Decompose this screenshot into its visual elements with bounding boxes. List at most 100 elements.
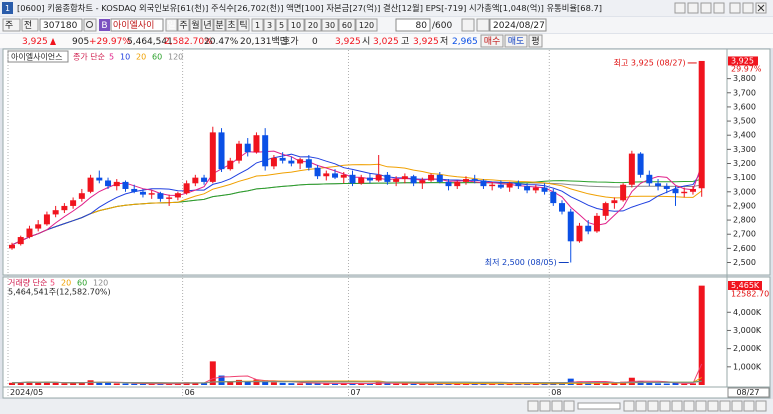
candle-body	[131, 188, 138, 192]
calendar-button[interactable]	[476, 18, 490, 32]
quote-change-pct: +29.97%	[89, 37, 131, 47]
tool-button[interactable]	[695, 400, 707, 412]
period-button[interactable]	[189, 18, 202, 32]
candle-body	[576, 225, 583, 242]
candle-body	[585, 225, 592, 232]
x-tick-label: 2024/05	[10, 388, 43, 397]
candle-body	[366, 177, 373, 181]
ma-legend: 20	[61, 279, 71, 288]
volume-bar	[445, 383, 452, 385]
volume-bar	[227, 381, 234, 385]
tool-button[interactable]	[731, 400, 743, 412]
scroll-track[interactable]	[577, 402, 621, 410]
tool-button[interactable]	[743, 400, 755, 412]
candle-body	[166, 197, 173, 199]
avg-button[interactable]	[528, 34, 543, 48]
control-button[interactable]	[674, 2, 686, 14]
candle-body	[515, 183, 522, 187]
adjust-select[interactable]	[21, 18, 39, 32]
name-input[interactable]	[110, 18, 164, 32]
volume-tag-box	[728, 281, 762, 290]
window-title: [0600] 키움종합차트 - KOSDAQ 외국인보유[61(천)] 주식수[…	[17, 3, 602, 13]
period-button[interactable]	[225, 18, 238, 32]
interval-button[interactable]	[275, 18, 288, 32]
candle-body	[681, 191, 688, 194]
candle-body	[314, 167, 321, 177]
badge-box	[99, 19, 110, 31]
period-button[interactable]	[201, 18, 214, 32]
sell-button[interactable]	[504, 34, 528, 48]
date-input[interactable]	[489, 18, 547, 32]
code-input[interactable]	[39, 18, 83, 32]
y-tick-label: 2,600	[733, 244, 756, 253]
low-label: 저	[440, 36, 448, 47]
scroll-button[interactable]	[551, 400, 563, 412]
volume-bar	[235, 379, 242, 385]
control-button[interactable]	[700, 2, 712, 14]
search-button[interactable]	[83, 18, 97, 32]
pct-tag: 29.97%	[731, 64, 762, 73]
volume-bar	[541, 383, 548, 385]
interval-label: 30	[325, 21, 335, 30]
maximize-button[interactable]	[742, 2, 754, 14]
interval-button[interactable]	[355, 18, 378, 32]
scroll-button[interactable]	[539, 400, 551, 412]
period-label: 초	[227, 20, 235, 31]
count-input[interactable]	[395, 18, 431, 32]
zoom-button[interactable]	[635, 400, 647, 412]
moving-average	[11, 380, 702, 384]
tool-button[interactable]	[671, 400, 683, 412]
interval-button[interactable]	[263, 18, 276, 32]
window-controls	[674, 2, 767, 14]
buy-button[interactable]	[480, 34, 504, 48]
scroll-button[interactable]	[527, 400, 539, 412]
settings-button[interactable]	[461, 18, 475, 32]
scroll-controls	[527, 400, 767, 412]
volume-bar	[148, 383, 155, 385]
tool-button[interactable]	[755, 400, 767, 412]
candle-body	[174, 193, 181, 198]
volume-bar	[131, 383, 138, 385]
tool-button[interactable]	[659, 400, 671, 412]
interval-button[interactable]	[321, 18, 339, 32]
quote-change: 905	[72, 37, 89, 47]
candle-body	[139, 191, 146, 195]
volume-bar	[253, 379, 260, 385]
period-button[interactable]	[177, 18, 190, 32]
tool-button[interactable]	[707, 400, 719, 412]
control-button[interactable]	[713, 2, 725, 14]
minimize-button[interactable]	[729, 2, 741, 14]
ma-legend: 5	[109, 53, 114, 62]
interval-button[interactable]	[251, 18, 264, 32]
volume-bar	[192, 382, 199, 385]
candle-body	[192, 177, 199, 184]
scroll-button[interactable]	[563, 400, 575, 412]
volume-tag: 5,465K	[731, 281, 760, 290]
y-tick-label: 1,000K	[733, 362, 762, 371]
tool-button[interactable]	[683, 400, 695, 412]
volume-bar	[157, 383, 164, 385]
period-button[interactable]	[165, 18, 178, 32]
volume-bar	[436, 383, 443, 385]
period-button[interactable]	[213, 18, 226, 32]
zoom-button[interactable]	[623, 400, 635, 412]
moving-average	[11, 163, 702, 246]
market-select[interactable]	[2, 18, 21, 32]
tool-button[interactable]	[719, 400, 731, 412]
candle-body	[419, 180, 426, 184]
control-button[interactable]	[687, 2, 699, 14]
tool-button[interactable]	[647, 400, 659, 412]
period-label: 월	[191, 19, 199, 31]
period-button[interactable]	[237, 18, 250, 32]
candle-body	[524, 186, 531, 191]
volume-bar	[279, 382, 286, 385]
volume-panel	[2, 276, 771, 388]
y-tick-label: 3,300	[733, 145, 756, 154]
interval-button[interactable]	[338, 18, 356, 32]
candle-body	[401, 176, 408, 180]
interval-button[interactable]	[287, 18, 305, 32]
interval-button[interactable]	[304, 18, 322, 32]
quote-ask: 3,925	[335, 37, 361, 47]
window-badge: 1	[5, 4, 10, 13]
price-tag: 3,925	[731, 56, 754, 65]
